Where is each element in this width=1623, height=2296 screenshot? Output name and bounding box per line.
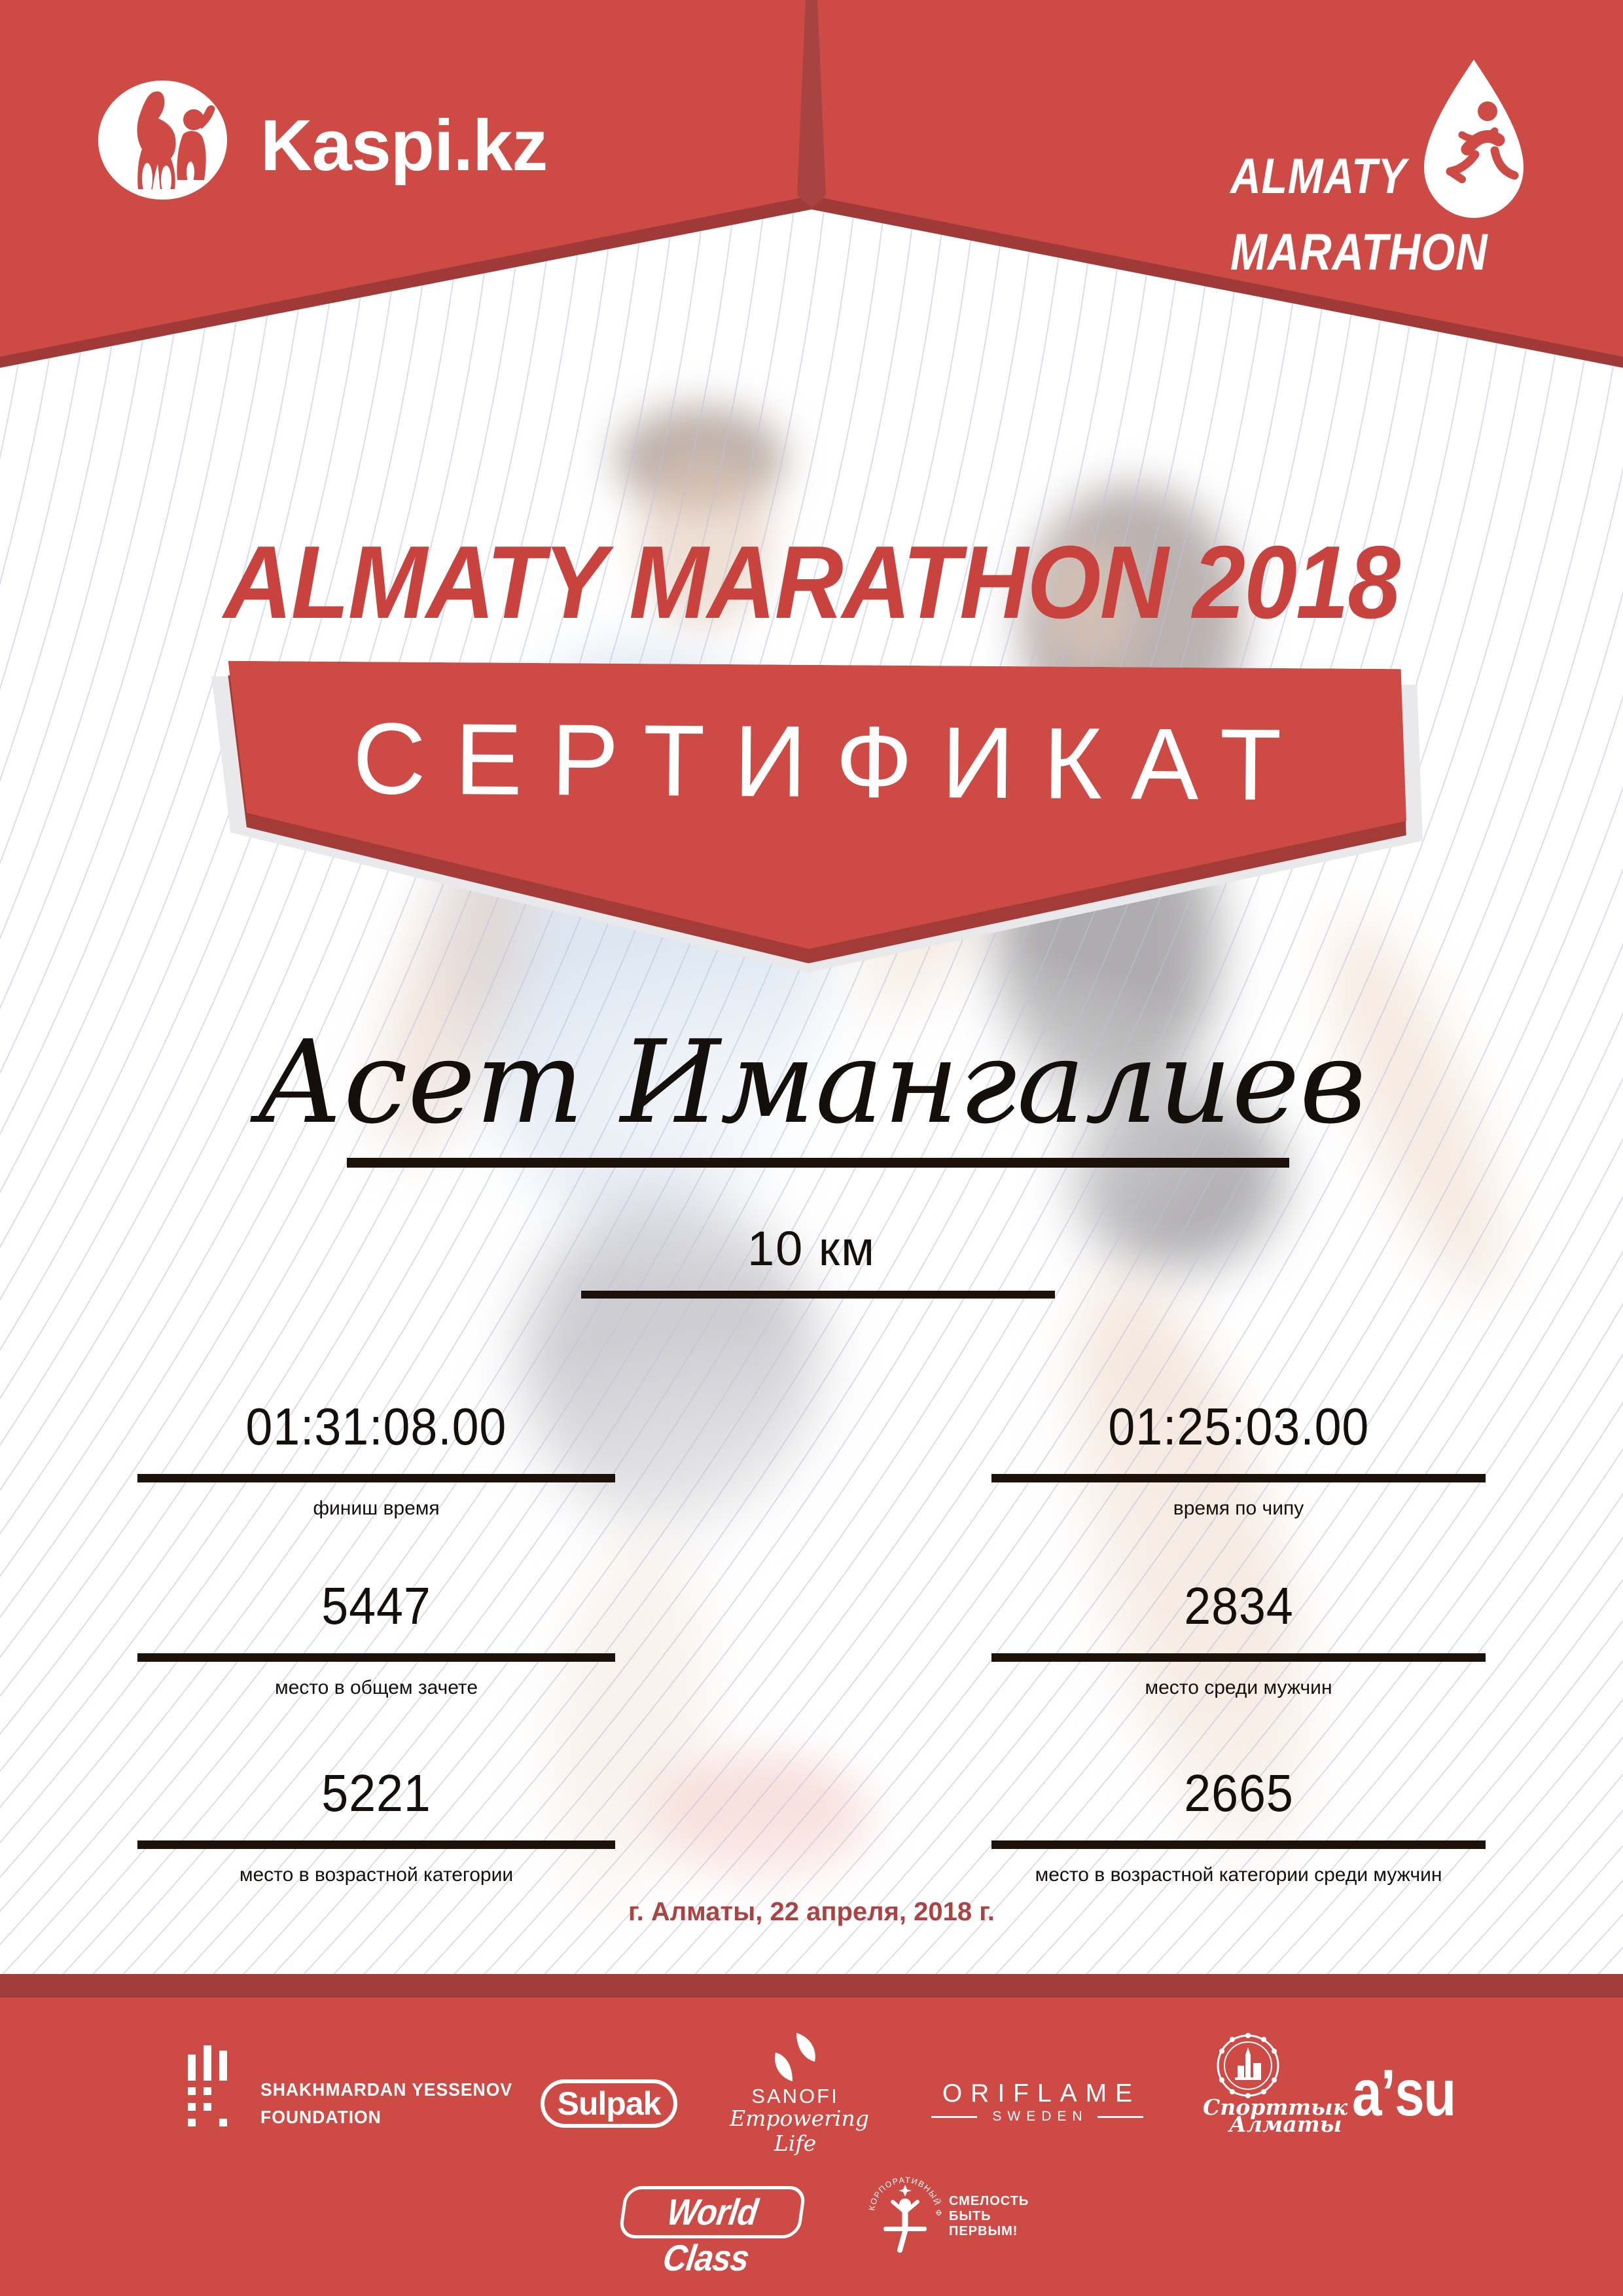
yessenov-foundation-icon [188, 2045, 227, 2126]
stat-underline [137, 1840, 615, 1849]
sport-almaty-text-1: Спорттык [1203, 2094, 1348, 2120]
stat-value: 01:31:08.00 [245, 1397, 507, 1456]
stat-label: время по чипу [1173, 1498, 1304, 1519]
oriflame-country: SWEDEN [992, 2109, 1088, 2124]
sanofi-logo-text: SANOFI [751, 2085, 839, 2108]
yessenov-line2: FOUNDATION [260, 2107, 382, 2127]
certificate-label: СЕРТИФИКАТ [352, 702, 1311, 822]
world-class-text: World Class [660, 2191, 760, 2278]
event-date-location: г. Алматы, 22 апреля, 2018 г. [628, 1897, 995, 1926]
yessenov-foundation-logo: SHAKHMARDAN YESSENOV FOUNDATION [260, 2079, 526, 2128]
stat-label: место среди мужчин [1145, 1677, 1332, 1698]
stat-underline [991, 1653, 1486, 1662]
courage-fund-slogan: СМЕЛОСТЬ БЫТЬ ПЕРВЫМ! [949, 2194, 1029, 2239]
stat-value: 5221 [321, 1764, 431, 1822]
fund-slogan-line1: СМЕЛОСТЬ [949, 2194, 1029, 2208]
stat-age-category-place-men: 2665 место в возрастной категории среди … [991, 1767, 1486, 1887]
stat-value: 01:25:03.00 [1108, 1397, 1369, 1456]
name-underline [347, 1158, 1289, 1168]
world-class-logo: World Class [618, 2186, 807, 2278]
sanofi-tagline: Empowering Life [730, 2106, 869, 2156]
almaty-marathon-logo-text-1: ALMATY [1230, 149, 1407, 204]
footer-dark-strip [0, 1974, 1623, 1998]
oriflame-left-line [931, 2115, 978, 2118]
stat-age-category-place: 5221 место в возрастной категории [137, 1767, 615, 1887]
sanofi-bird-icon [775, 2033, 815, 2081]
stat-finish-time: 01:31:08.00 финиш время [137, 1401, 615, 1520]
sport-almaty-emblem-icon [1217, 2033, 1279, 2098]
fund-slogan-line2: БЫТЬ [949, 2209, 991, 2223]
almaty-marathon-runner-icon [1424, 60, 1524, 218]
sulpak-logo: Sulpak [541, 2079, 677, 2128]
yessenov-line1: SHAKHMARDAN YESSENOV [260, 2079, 513, 2100]
stat-value: 5447 [321, 1577, 431, 1635]
stat-chip-time: 01:25:03.00 время по чипу [991, 1401, 1486, 1520]
stat-label: место в общем зачете [274, 1677, 478, 1698]
sport-almaty-text-2: Алматы [1229, 2111, 1342, 2137]
fund-slogan-line3: ПЕРВЫМ! [949, 2224, 1018, 2238]
stat-underline [137, 1653, 615, 1662]
stat-underline [137, 1474, 615, 1482]
stat-overall-place: 5447 место в общем зачете [137, 1580, 615, 1700]
certificate-title: ALMATY MARATHON 2018 [223, 525, 1400, 640]
stat-label: место в возрастной категории [239, 1864, 514, 1886]
kaspi-logo-icon [98, 81, 227, 200]
courage-fund-icon: КОРПОРАТИВНЫЙ ФОНД [865, 2161, 942, 2253]
stat-underline [991, 1840, 1486, 1849]
stat-value: 2834 [1183, 1577, 1294, 1635]
oriflame-logo-text: ORIFLAME [942, 2079, 1141, 2108]
stat-label: финиш время [313, 1498, 440, 1519]
kaspi-logo-text: Kaspi.kz [260, 105, 548, 186]
asu-logo-text: aʼsu [1352, 2056, 1456, 2130]
distance-underline [581, 1291, 1055, 1299]
almaty-marathon-logo-text-2: MARATHON [1230, 223, 1488, 281]
stat-value: 2665 [1183, 1764, 1294, 1822]
oriflame-right-line [1097, 2115, 1143, 2118]
certificate-ribbon: СЕРТИФИКАТ [213, 656, 1419, 972]
oriflame-sweden-row: SWEDEN [925, 2109, 1150, 2125]
stat-label: место в возрастной категории среди мужчи… [1035, 1864, 1442, 1886]
stat-underline [991, 1474, 1486, 1482]
race-distance: 10 км [747, 1221, 876, 1276]
stat-place-among-men: 2834 место среди мужчин [991, 1580, 1486, 1700]
runner-name: Асет Имангалиев [257, 1016, 1366, 1149]
